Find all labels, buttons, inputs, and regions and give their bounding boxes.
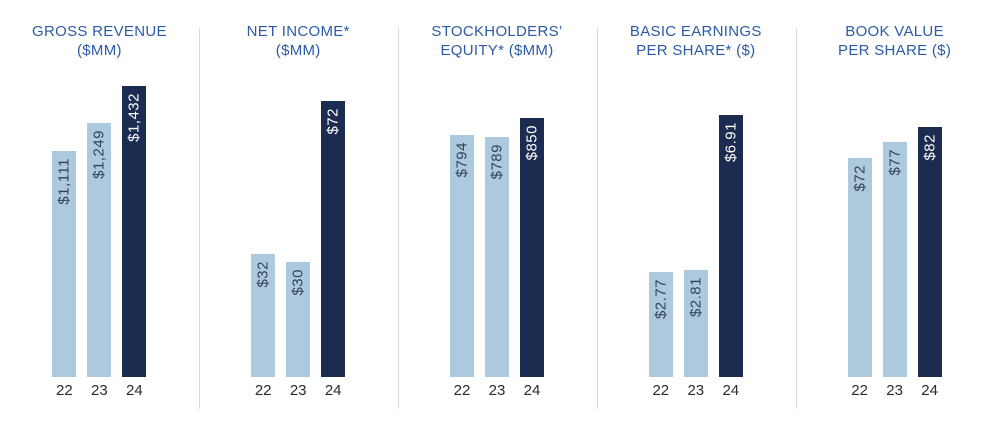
bar-value-label: $2.81 bbox=[687, 277, 705, 318]
bar-value-label: $72 bbox=[851, 165, 869, 192]
bar-value-label: $30 bbox=[289, 269, 307, 296]
panel-divider bbox=[199, 28, 200, 409]
bar: $2.81 bbox=[683, 270, 708, 377]
chart-basic-eps: BASIC EARNINGS PER SHARE* ($) $2.77 22 $… bbox=[596, 0, 795, 444]
bar: $32 bbox=[251, 254, 276, 377]
bar-column: $789 23 bbox=[484, 137, 509, 400]
bar-column: $72 24 bbox=[321, 101, 346, 400]
chart-title: STOCKHOLDERS’ EQUITY* ($MM) bbox=[398, 22, 597, 60]
bar-value-label: $77 bbox=[886, 149, 904, 176]
panel-divider bbox=[796, 28, 797, 409]
bar: $1,111 bbox=[52, 151, 77, 377]
bar-value-label: $32 bbox=[254, 261, 272, 288]
bar: $1,432 bbox=[122, 86, 147, 377]
bar-value-label: $1,249 bbox=[90, 130, 108, 179]
chart-title-line1: BASIC EARNINGS bbox=[629, 23, 762, 40]
bar-column: $794 22 bbox=[449, 135, 474, 400]
chart-title: BASIC EARNINGS PER SHARE* ($) bbox=[596, 22, 795, 60]
chart-net-income: NET INCOME* ($MM) $32 22 $30 23 $72 24 bbox=[199, 0, 398, 444]
bar-column: $1,111 22 bbox=[52, 151, 77, 400]
bar-value-label: $850 bbox=[523, 125, 541, 161]
chart-gross-revenue: GROSS REVENUE ($MM) $1,111 22 $1,249 23 … bbox=[0, 0, 199, 444]
bar: $82 bbox=[917, 127, 942, 377]
bar-column: $72 22 bbox=[847, 158, 872, 400]
bar-column: $1,249 23 bbox=[87, 123, 112, 400]
bar: $72 bbox=[321, 101, 346, 377]
x-axis-label: 22 bbox=[56, 382, 73, 399]
chart-title-line2: ($MM) bbox=[275, 42, 321, 59]
bar: $72 bbox=[847, 158, 872, 377]
bar-group: $794 22 $789 23 $850 24 bbox=[398, 118, 597, 400]
chart-stockholders-equity: STOCKHOLDERS’ EQUITY* ($MM) $794 22 $789… bbox=[398, 0, 597, 444]
chart-title: BOOK VALUE PER SHARE ($) bbox=[795, 22, 994, 60]
bar: $850 bbox=[519, 118, 544, 377]
x-axis-label: 24 bbox=[722, 382, 740, 399]
x-axis-label: 24 bbox=[126, 382, 143, 399]
x-axis-label: 23 bbox=[488, 382, 506, 399]
bar-column: $850 24 bbox=[519, 118, 544, 400]
x-axis-label: 23 bbox=[91, 382, 108, 399]
bar-group: $2.77 22 $2.81 23 $6.91 24 bbox=[596, 115, 795, 400]
x-axis-label: 24 bbox=[324, 382, 342, 399]
bar-value-label: $82 bbox=[921, 134, 939, 161]
chart-title-line2: ($MM) bbox=[76, 42, 122, 59]
x-axis-label: 22 bbox=[652, 382, 670, 399]
chart-title: GROSS REVENUE ($MM) bbox=[0, 22, 199, 60]
bar: $30 bbox=[286, 262, 311, 377]
bar: $794 bbox=[449, 135, 474, 377]
x-axis-label: 24 bbox=[921, 382, 938, 399]
bar: $1,249 bbox=[87, 123, 112, 377]
bar-group: $32 22 $30 23 $72 24 bbox=[199, 101, 398, 400]
x-axis-label: 22 bbox=[851, 382, 868, 399]
panel-divider bbox=[398, 28, 399, 409]
x-axis-label: 22 bbox=[254, 382, 272, 399]
bar-value-label: $1,111 bbox=[55, 158, 73, 205]
bar-value-label: $794 bbox=[453, 142, 471, 178]
chart-title-line1: NET INCOME* bbox=[246, 23, 350, 40]
bar-value-label: $1,432 bbox=[125, 93, 143, 142]
bar-column: $32 22 bbox=[251, 254, 276, 400]
chart-title-line2: PER SHARE ($) bbox=[838, 42, 952, 59]
bar-column: $77 23 bbox=[882, 142, 907, 400]
chart-title-line1: GROSS REVENUE bbox=[32, 23, 167, 40]
bar-column: $82 24 bbox=[917, 127, 942, 400]
bar: $6.91 bbox=[718, 115, 743, 377]
bar: $2.77 bbox=[648, 272, 673, 377]
chart-title-line1: STOCKHOLDERS’ bbox=[431, 23, 563, 40]
bar-column: $2.81 23 bbox=[683, 270, 708, 400]
chart-title-line2: EQUITY* ($MM) bbox=[440, 42, 554, 59]
bar-value-label: $72 bbox=[324, 108, 342, 135]
bar-column: $6.91 24 bbox=[718, 115, 743, 400]
chart-title-line2: PER SHARE* ($) bbox=[636, 42, 756, 59]
chart-title: NET INCOME* ($MM) bbox=[199, 22, 398, 60]
x-axis-label: 23 bbox=[687, 382, 705, 399]
bar-value-label: $2.77 bbox=[652, 279, 670, 320]
bar-group: $72 22 $77 23 $82 24 bbox=[795, 127, 994, 400]
x-axis-label: 24 bbox=[523, 382, 541, 399]
chart-title-line1: BOOK VALUE bbox=[845, 23, 944, 40]
bar-column: $2.77 22 bbox=[648, 272, 673, 400]
bar: $77 bbox=[882, 142, 907, 377]
bar-column: $1,432 24 bbox=[122, 86, 147, 400]
bar-group: $1,111 22 $1,249 23 $1,432 24 bbox=[0, 86, 199, 400]
bar-value-label: $789 bbox=[488, 144, 506, 180]
x-axis-label: 23 bbox=[886, 382, 903, 399]
panel-divider bbox=[597, 28, 598, 409]
x-axis-label: 22 bbox=[453, 382, 471, 399]
bar-value-label: $6.91 bbox=[722, 122, 740, 163]
bar: $789 bbox=[484, 137, 509, 377]
chart-book-value: BOOK VALUE PER SHARE ($) $72 22 $77 23 $… bbox=[795, 0, 994, 444]
x-axis-label: 23 bbox=[289, 382, 307, 399]
bar-column: $30 23 bbox=[286, 262, 311, 400]
